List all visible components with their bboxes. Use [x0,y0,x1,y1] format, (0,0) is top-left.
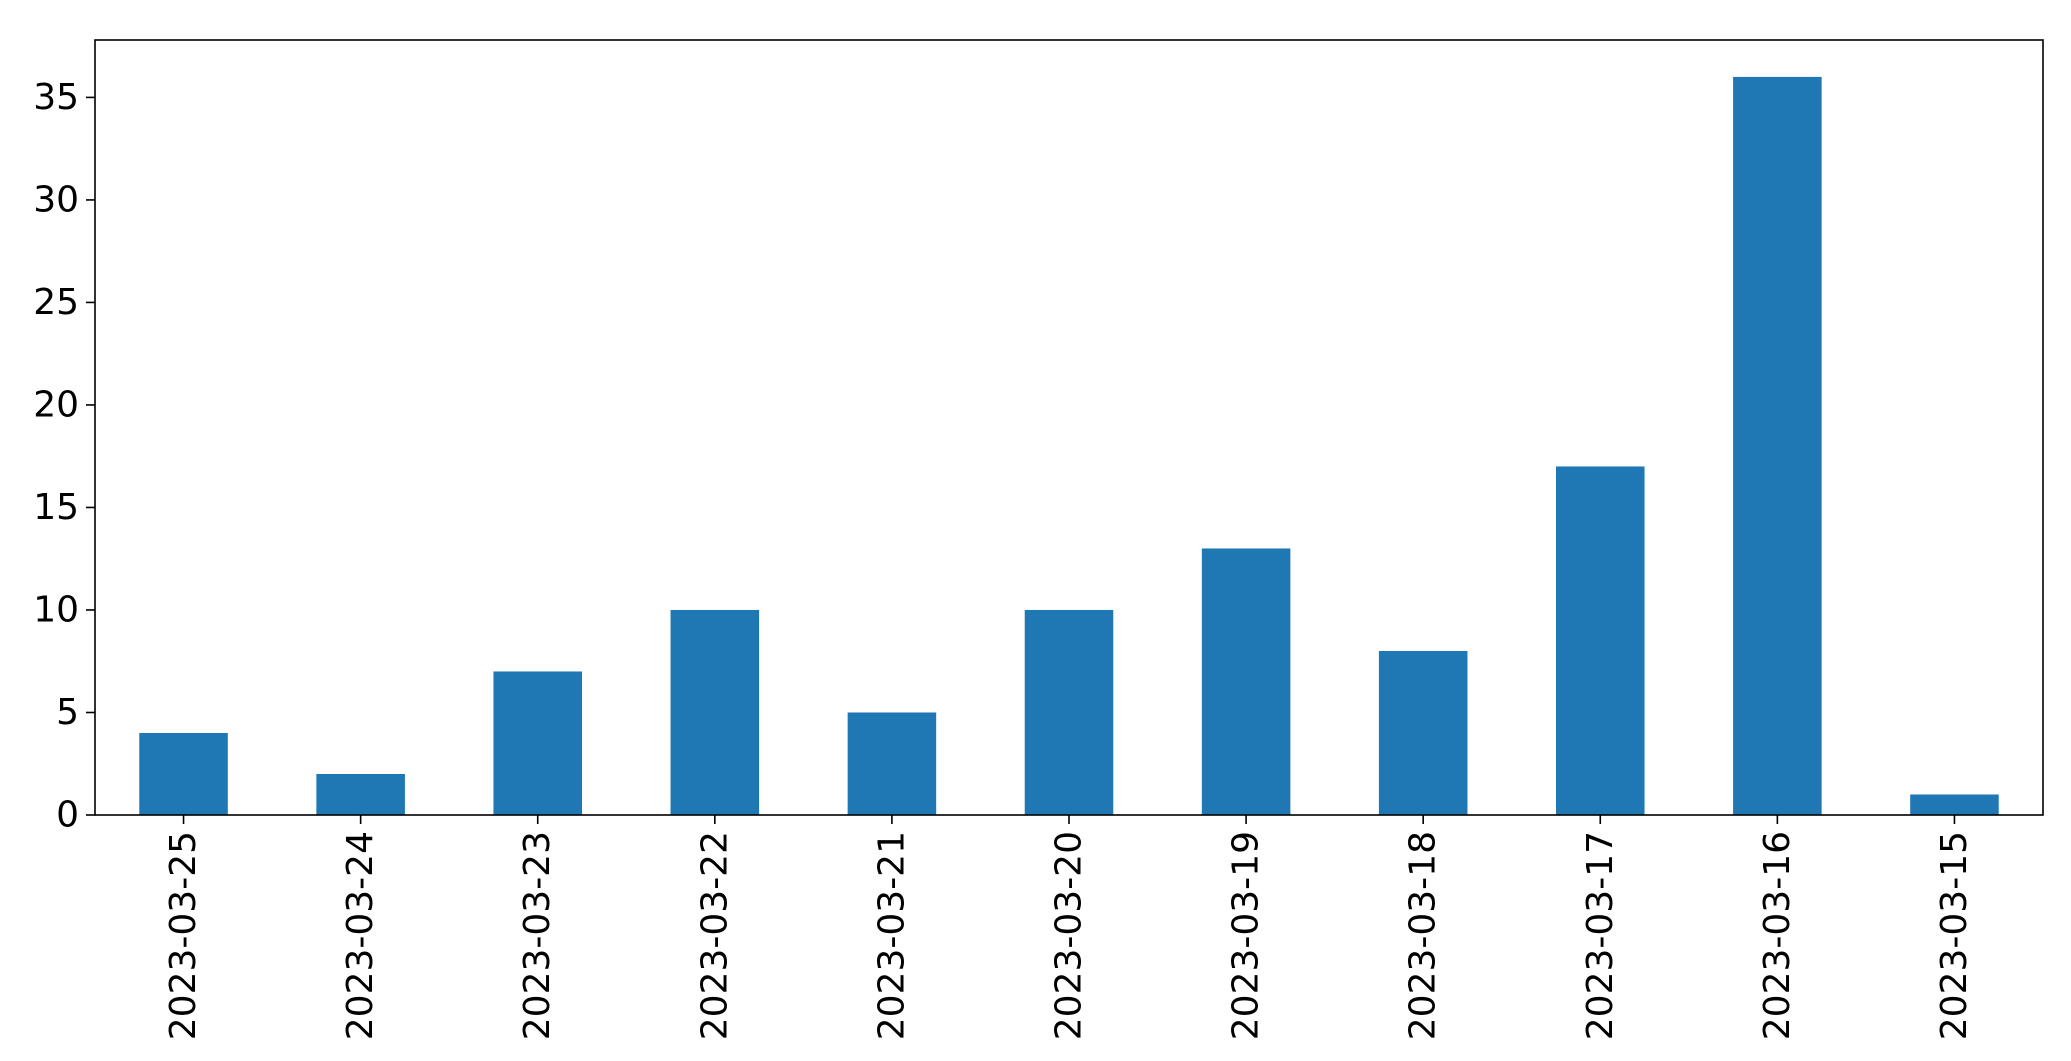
y-tick-label: 35 [33,77,79,118]
y-tick-label: 10 [33,589,79,630]
x-tick-label: 2023-03-16 [1757,831,1798,1040]
x-tick-label: 2023-03-17 [1580,831,1621,1040]
y-axis: 0 5 10 15 20 25 30 35 [33,77,95,836]
x-axis: 2023-03-25 2023-03-24 2023-03-23 2023-03-22… [163,815,1975,1040]
x-tick-label: 2023-03-18 [1403,831,1444,1040]
x-tick-label: 2023-03-15 [1934,831,1975,1040]
bar-2023-03-19 [1201,548,1291,815]
bars-group [139,76,1999,815]
bar-2023-03-22 [670,609,760,815]
bar-2023-03-17 [1556,466,1645,815]
bar-2023-03-23 [493,671,582,815]
x-tick-label: 2023-03-21 [871,831,912,1040]
y-tick-label: 5 [56,692,79,733]
y-tick-label: 0 [56,795,79,836]
plot-frame [94,39,2044,816]
bar-2023-03-20 [1024,609,1114,815]
bar-2023-03-21 [847,712,937,815]
x-tick-label: 2023-03-19 [1226,831,1267,1040]
x-tick-label: 2023-03-25 [163,831,204,1040]
bar-2023-03-25 [139,732,228,815]
bar-2023-03-24 [316,773,405,815]
x-tick-label: 2023-03-24 [340,831,381,1040]
x-tick-label: 2023-03-22 [694,831,735,1040]
y-tick-label: 20 [33,384,79,425]
x-tick-label: 2023-03-20 [1049,831,1090,1040]
bar-2023-03-18 [1378,650,1468,815]
bar-2023-03-16 [1733,76,1822,815]
y-tick-label: 15 [33,487,79,528]
y-tick-label: 25 [33,282,79,323]
x-tick-label: 2023-03-23 [517,831,558,1040]
bar-2023-03-15 [1910,794,1999,815]
y-tick-label: 30 [33,179,79,220]
